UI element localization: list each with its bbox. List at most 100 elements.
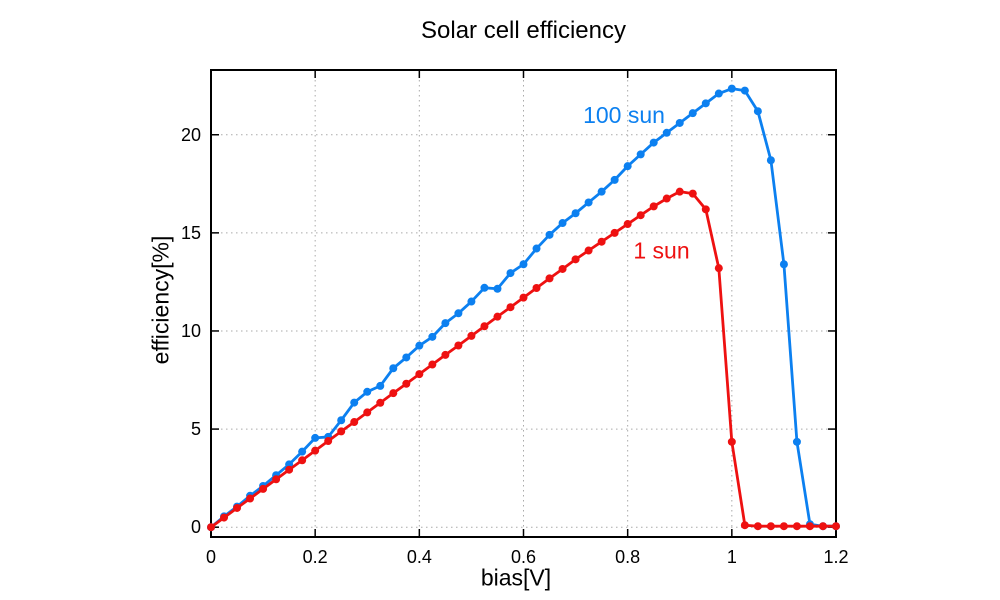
data-point-100-sun (519, 260, 528, 269)
data-point-1-sun (415, 370, 424, 379)
data-point-100-sun (597, 187, 606, 196)
data-point-100-sun (493, 284, 502, 293)
data-point-100-sun (415, 341, 424, 350)
data-point-1-sun (311, 446, 320, 455)
x-tick-label: 0.4 (407, 547, 432, 567)
data-point-100-sun (506, 269, 515, 278)
data-point-100-sun (766, 156, 775, 165)
data-point-100-sun (441, 319, 450, 328)
x-tick-label: 0.6 (511, 547, 536, 567)
data-point-1-sun (636, 211, 645, 220)
plot-border (210, 69, 837, 538)
data-point-1-sun (571, 255, 580, 264)
y-tick-label: 0 (191, 517, 201, 537)
data-point-1-sun (467, 331, 476, 340)
y-axis-label: efficiency[%] (147, 235, 174, 365)
data-point-100-sun (298, 447, 307, 456)
data-point-100-sun (350, 398, 359, 407)
data-point-1-sun (389, 389, 398, 398)
series-line-1-sun (209, 190, 838, 529)
data-point-1-sun (597, 237, 606, 246)
data-point-1-sun (688, 189, 697, 198)
chart-title: Solar cell efficiency (421, 17, 626, 44)
data-point-1-sun (662, 194, 671, 203)
data-point-1-sun (675, 187, 684, 196)
data-point-100-sun (584, 198, 593, 207)
data-point-100-sun (558, 219, 567, 228)
series-label-100-sun: 100 sun (583, 102, 665, 128)
x-tick-label: 0.8 (615, 547, 640, 567)
data-point-1-sun (454, 341, 463, 350)
data-point-1-sun (298, 456, 307, 465)
data-point-100-sun (337, 416, 346, 425)
data-point-1-sun (740, 521, 749, 530)
data-point-1-sun (532, 283, 541, 292)
x-tick-label: 1 (727, 547, 737, 567)
x-axis-label: bias[V] (480, 564, 552, 591)
data-point-1-sun (519, 293, 528, 302)
series-label-1-sun: 1 sun (633, 238, 689, 264)
data-point-1-sun (792, 522, 801, 531)
data-point-1-sun (428, 360, 437, 369)
data-point-100-sun (727, 84, 736, 93)
data-point-100-sun (636, 150, 645, 159)
data-point-100-sun (389, 364, 398, 373)
x-tick-label: 0 (206, 547, 216, 567)
data-point-100-sun (480, 283, 489, 292)
data-point-1-sun (584, 246, 593, 255)
data-point-1-sun (545, 274, 554, 283)
data-point-100-sun (428, 332, 437, 341)
data-point-1-sun (207, 523, 215, 532)
data-point-1-sun (753, 522, 762, 531)
y-tick-label: 20 (181, 125, 201, 145)
data-point-1-sun (480, 322, 489, 331)
data-point-100-sun (467, 297, 476, 306)
data-point-1-sun (493, 312, 502, 321)
data-point-100-sun (376, 381, 385, 390)
data-point-100-sun (740, 86, 749, 95)
data-point-1-sun (337, 427, 346, 436)
x-tick-label: 0.2 (303, 547, 328, 567)
data-point-1-sun (701, 205, 710, 214)
data-point-100-sun (649, 138, 658, 147)
data-point-1-sun (714, 264, 723, 273)
y-tick-label: 10 (181, 321, 201, 341)
data-point-1-sun (805, 522, 814, 531)
data-point-1-sun (246, 494, 255, 503)
data-point-1-sun (259, 484, 268, 493)
data-point-100-sun (571, 209, 580, 218)
data-point-1-sun (402, 379, 411, 388)
data-point-100-sun (532, 244, 541, 253)
series-1-sun (207, 187, 840, 532)
data-point-100-sun (792, 437, 801, 446)
data-point-1-sun (220, 513, 229, 522)
data-point-100-sun (688, 109, 697, 118)
data-point-1-sun (376, 398, 385, 407)
data-point-1-sun (818, 522, 827, 531)
data-point-1-sun (766, 522, 775, 531)
data-point-1-sun (441, 350, 450, 359)
data-point-1-sun (324, 437, 333, 446)
data-point-1-sun (649, 202, 658, 211)
data-point-100-sun (402, 353, 411, 362)
data-point-100-sun (779, 260, 788, 269)
data-point-100-sun (363, 387, 372, 396)
data-point-1-sun (779, 522, 788, 531)
data-point-1-sun (610, 228, 619, 237)
data-point-1-sun (727, 437, 736, 446)
data-point-100-sun (714, 89, 723, 98)
data-point-100-sun (753, 107, 762, 116)
data-point-1-sun (350, 418, 359, 427)
data-point-100-sun (454, 309, 463, 318)
data-point-100-sun (701, 99, 710, 108)
data-point-1-sun (363, 408, 372, 417)
data-point-1-sun (272, 475, 281, 484)
data-point-1-sun (623, 220, 632, 229)
data-point-100-sun (662, 128, 671, 137)
data-point-100-sun (675, 118, 684, 127)
data-point-1-sun (233, 503, 242, 512)
data-point-100-sun (311, 433, 320, 442)
y-tick-label: 5 (191, 419, 201, 439)
